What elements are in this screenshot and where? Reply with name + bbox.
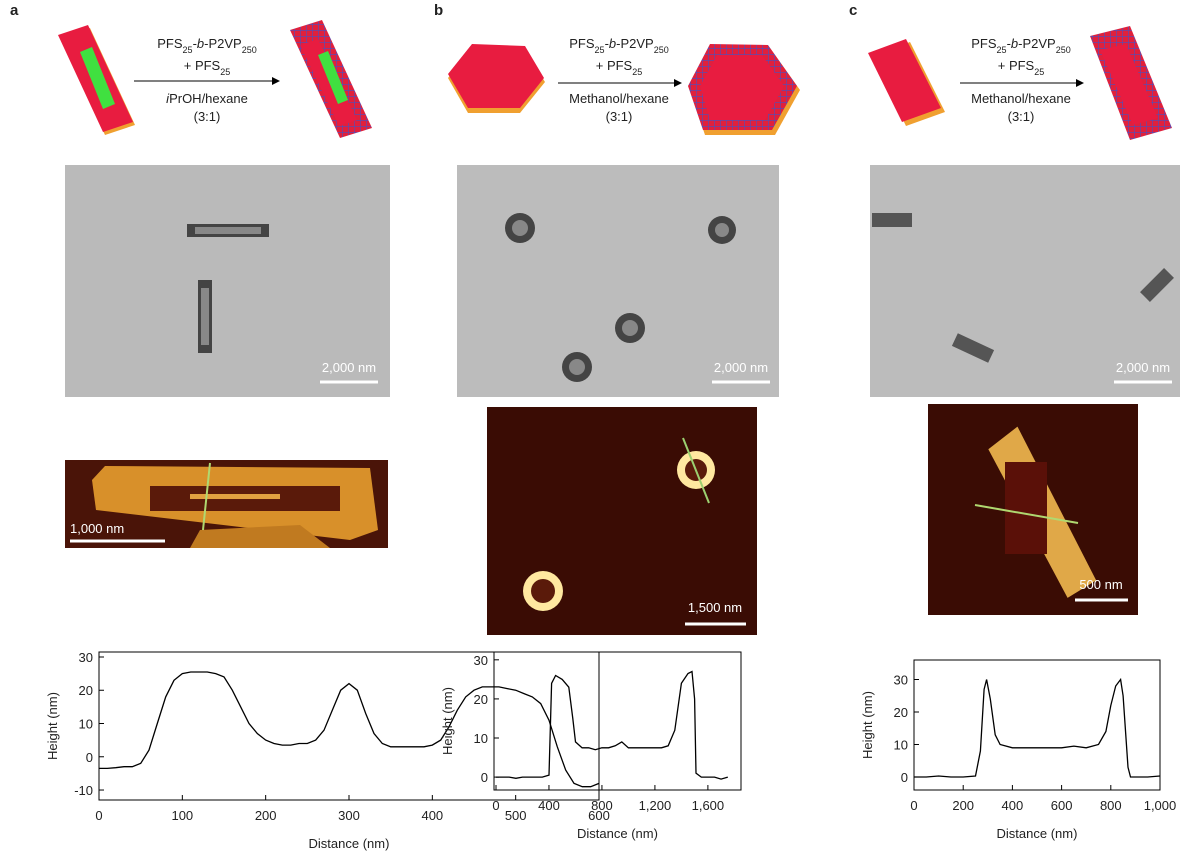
reaction-text: Methanol/hexane	[971, 91, 1071, 106]
plot-frame	[494, 652, 741, 790]
profile-line	[914, 680, 1160, 778]
reaction-text: (3:1)	[1008, 109, 1035, 124]
text-part: 25	[220, 67, 230, 77]
x-tick-label: 300	[338, 808, 360, 823]
text-part: 25	[183, 45, 193, 55]
reaction-text: PFS25-b-P2VP250	[569, 36, 669, 55]
text-part: Methanol/hexane	[569, 91, 669, 106]
x-tick-label: 0	[910, 798, 917, 813]
y-axis-label: Height (nm)	[440, 687, 455, 755]
profile-line	[99, 672, 599, 787]
scale-label: 1,500 nm	[688, 600, 742, 615]
x-tick-label: 400	[421, 808, 443, 823]
x-tick-label: 0	[95, 808, 102, 823]
arrowhead	[272, 77, 280, 85]
x-tick-label: 800	[1100, 798, 1122, 813]
text-part: 25	[632, 67, 642, 77]
scale-label: 2,000 nm	[322, 360, 376, 375]
panel-label: c	[849, 2, 857, 19]
y-tick-label: 30	[79, 650, 93, 665]
reaction-text: + PFS25	[596, 58, 643, 77]
text-part: Methanol/hexane	[971, 91, 1071, 106]
x-tick-label: 400	[538, 798, 560, 813]
text-part: + PFS	[998, 58, 1035, 73]
y-tick-label: 10	[79, 717, 93, 732]
x-tick-label: 100	[171, 808, 193, 823]
arrowhead	[1076, 79, 1084, 87]
text-part: PrOH/hexane	[169, 91, 248, 106]
text-part: PFS	[157, 36, 183, 51]
x-tick-label: 800	[591, 798, 613, 813]
reaction-text: (3:1)	[194, 109, 221, 124]
x-tick-label: 500	[505, 808, 527, 823]
x-tick-label: 1,200	[639, 798, 672, 813]
reaction-text: + PFS25	[998, 58, 1045, 77]
text-part: 25	[997, 45, 1007, 55]
reaction-text: PFS25-b-P2VP250	[971, 36, 1071, 55]
y-tick-label: 0	[86, 750, 93, 765]
y-tick-label: 30	[474, 653, 488, 668]
x-axis-label: Distance (nm)	[997, 826, 1078, 841]
text-part: b	[197, 36, 204, 51]
y-tick-label: 20	[894, 705, 908, 720]
panel-label: a	[10, 2, 19, 19]
x-tick-label: 200	[952, 798, 974, 813]
y-tick-label: 20	[79, 683, 93, 698]
tem-images	[65, 165, 1180, 397]
plot-frame	[99, 652, 599, 800]
reaction-text: (3:1)	[606, 109, 633, 124]
text-part: + PFS	[596, 58, 633, 73]
profile-line	[496, 672, 728, 780]
x-axis-label: Distance (nm)	[577, 826, 658, 841]
x-tick-label: 200	[255, 808, 277, 823]
y-tick-label: 30	[894, 673, 908, 688]
text-part: 25	[1034, 67, 1044, 77]
figure: a b c 2,000 nm 2,000 nm 2,000 nm 1,000 n…	[0, 0, 1187, 859]
text-part: -P2VP	[204, 36, 242, 51]
text-part: -P2VP	[1018, 36, 1056, 51]
x-tick-label: 400	[1002, 798, 1024, 813]
scale-label: 500 nm	[1079, 577, 1122, 592]
x-tick-label: 1,600	[692, 798, 725, 813]
x-axis-label: Distance (nm)	[309, 836, 390, 851]
y-axis-label: Height (nm)	[860, 691, 875, 759]
text-part: b	[1011, 36, 1018, 51]
text-part: 250	[654, 45, 669, 55]
y-tick-label: 20	[474, 692, 488, 707]
text-part: 250	[242, 45, 257, 55]
text-part: PFS	[569, 36, 595, 51]
plot-frame	[914, 660, 1160, 790]
arrowhead	[674, 79, 682, 87]
y-tick-label: 0	[481, 770, 488, 785]
x-tick-label: 0	[492, 798, 499, 813]
scale-label: 2,000 nm	[714, 360, 768, 375]
y-tick-label: 0	[901, 770, 908, 785]
y-tick-label: 10	[894, 738, 908, 753]
afm-images	[65, 404, 1138, 635]
text-part: PFS	[971, 36, 997, 51]
reaction-text: Methanol/hexane	[569, 91, 669, 106]
x-tick-label: 600	[1051, 798, 1073, 813]
reaction-text: PFS25-b-P2VP250	[157, 36, 257, 55]
scale-label: 1,000 nm	[70, 521, 124, 536]
y-tick-label: -10	[74, 783, 93, 798]
text-part: + PFS	[184, 58, 221, 73]
y-tick-label: 10	[474, 731, 488, 746]
scale-label: 2,000 nm	[1116, 360, 1170, 375]
text-part: -P2VP	[616, 36, 654, 51]
reaction-text: + PFS25	[184, 58, 231, 77]
panel-label: b	[434, 2, 443, 19]
x-tick-label: 1,000	[1144, 798, 1177, 813]
reaction-text: iPrOH/hexane	[166, 91, 248, 106]
text-part: b	[609, 36, 616, 51]
text-part: 250	[1056, 45, 1071, 55]
text-part: 25	[595, 45, 605, 55]
y-axis-label: Height (nm)	[45, 692, 60, 760]
